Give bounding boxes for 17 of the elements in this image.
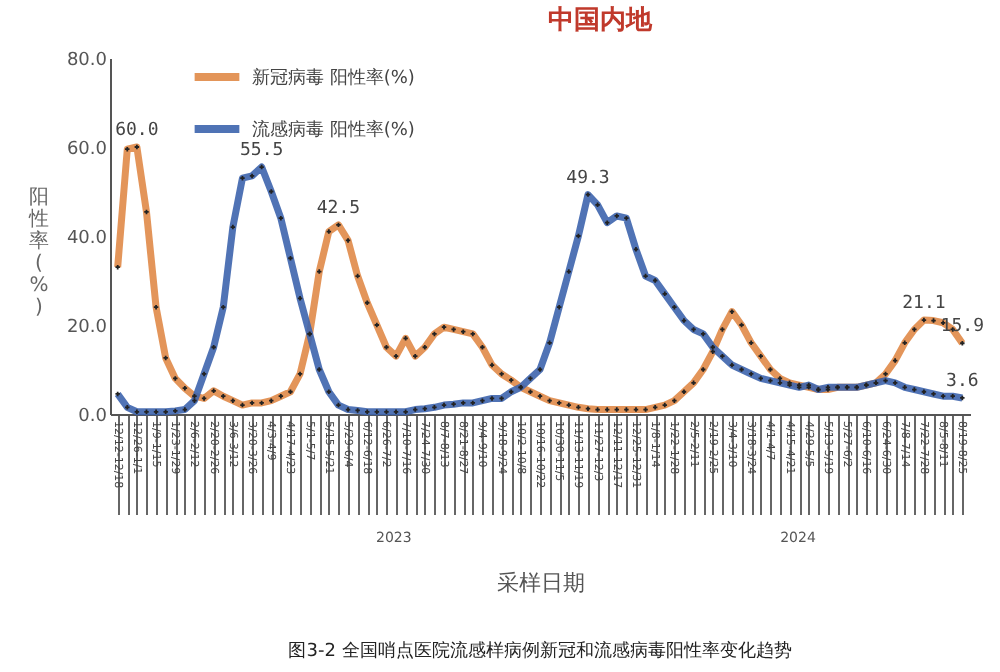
- data-label: 21.1: [902, 294, 946, 315]
- legend-label: 新冠病毒 阳性率(%): [252, 67, 415, 89]
- legend-label: 流感病毒 阳性率(%): [252, 119, 415, 141]
- chart-title: 中国内地: [548, 6, 654, 36]
- data-label: 55.5: [239, 141, 284, 162]
- data-label: 3.6: [946, 371, 979, 392]
- data-label: 49.3: [566, 168, 610, 189]
- y-axis-title: 阳性率(%): [27, 187, 49, 319]
- data-label: 60.0: [115, 121, 159, 141]
- y-tick-label: 0.0: [78, 407, 108, 427]
- x-axis-title: 采样日期: [497, 570, 585, 596]
- y-tick-label: 20.0: [66, 318, 108, 338]
- y-tick-label: 60.0: [66, 140, 108, 160]
- y-tick-label: 80.0: [66, 51, 108, 71]
- y-tick-label: 40.0: [66, 229, 108, 249]
- data-label: 42.5: [316, 198, 361, 219]
- caption: 图3-2 全国哨点医院流感样病例新冠和流感病毒阳性率变化趋势: [288, 640, 792, 662]
